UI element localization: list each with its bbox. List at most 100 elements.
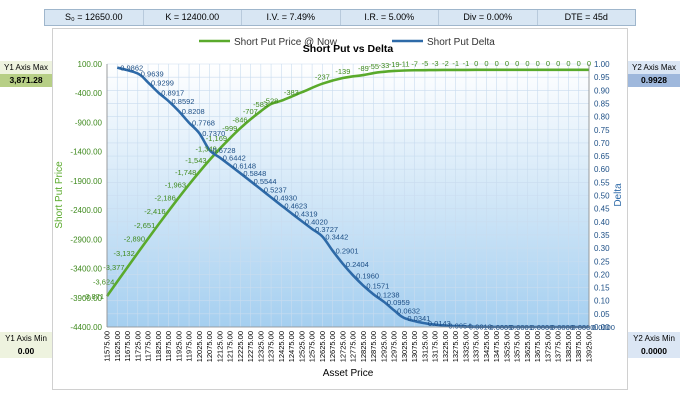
legend-price-label: Short Put Price @ Now bbox=[234, 37, 338, 48]
price-data-label: -1,748 bbox=[175, 168, 196, 177]
y2-tick-label: 0.05 bbox=[594, 310, 610, 319]
delta-data-label: 0.0632 bbox=[397, 306, 420, 315]
delta-data-label: 0.4319 bbox=[295, 209, 318, 218]
y2-tick-label: 0.15 bbox=[594, 284, 610, 293]
delta-data-label: 0.3727 bbox=[315, 225, 338, 234]
x-tick-label: 12575.00 bbox=[308, 331, 317, 362]
price-data-label: 0 bbox=[495, 59, 499, 68]
x-tick-label: 12925.00 bbox=[379, 331, 388, 362]
x-tick-label: 12075.00 bbox=[205, 331, 214, 362]
price-data-label: -2,416 bbox=[144, 207, 165, 216]
price-data-label: 0 bbox=[556, 59, 560, 68]
y1-tick-label: -400.00 bbox=[75, 89, 103, 98]
delta-data-label: 0.0000 bbox=[530, 323, 553, 332]
y1-tick-label: -1400.00 bbox=[70, 148, 102, 157]
x-tick-label: 13325.00 bbox=[461, 331, 470, 362]
price-data-label: 0 bbox=[587, 59, 591, 68]
y2-tick-label: 0.50 bbox=[594, 192, 610, 201]
delta-data-label: 0.9299 bbox=[151, 78, 174, 87]
y2-axis-title: Delta bbox=[613, 183, 624, 207]
y1-axis-min-value[interactable]: 0.00 bbox=[0, 345, 52, 358]
price-data-label: 0 bbox=[505, 59, 509, 68]
delta-data-label: 0.2404 bbox=[346, 260, 369, 269]
x-tick-label: 12175.00 bbox=[226, 331, 235, 362]
x-tick-label: 11975.00 bbox=[185, 331, 194, 362]
price-data-label: 0 bbox=[536, 59, 540, 68]
delta-data-label: 0.0000 bbox=[592, 323, 615, 332]
x-tick-label: 11725.00 bbox=[133, 331, 142, 362]
x-tick-label: 13925.00 bbox=[585, 331, 594, 362]
y2-tick-label: 0.85 bbox=[594, 99, 610, 108]
y2-axis-max-value[interactable]: 0.9928 bbox=[628, 74, 680, 87]
x-tick-label: 12725.00 bbox=[338, 331, 347, 362]
x-tick-label: 12275.00 bbox=[246, 331, 255, 362]
y2-tick-label: 0.65 bbox=[594, 152, 610, 161]
y2-tick-label: 0.95 bbox=[594, 73, 610, 82]
y1-tick-label: -2400.00 bbox=[70, 206, 102, 215]
price-data-label: -237 bbox=[315, 73, 330, 82]
short-put-chart: -3,871 -3,624 -3,377 -3,132 -2,890 -2,651 -2,4… bbox=[54, 37, 624, 379]
y2-axis-max-label: Y2 Axis Max bbox=[628, 61, 680, 74]
x-tick-label: 13025.00 bbox=[400, 331, 409, 362]
y1-axis-max-label: Y1 Axis Max bbox=[0, 61, 52, 74]
grid bbox=[106, 63, 590, 328]
price-data-label: -3,624 bbox=[93, 278, 114, 287]
y2-tick-label: 0.60 bbox=[594, 165, 610, 174]
x-tick-label: 12325.00 bbox=[256, 331, 265, 362]
x-tick-label: 13575.00 bbox=[513, 331, 522, 362]
delta-data-label: 0.0000 bbox=[551, 323, 574, 332]
y2-tick-label: 0.70 bbox=[594, 139, 610, 148]
delta-data-label: 0.2901 bbox=[336, 247, 359, 256]
y1-axis-min-label: Y1 Axis Min bbox=[0, 332, 52, 345]
price-data-label: 0 bbox=[546, 59, 550, 68]
x-tick-label: 13375.00 bbox=[472, 331, 481, 362]
x-tick-label: 13175.00 bbox=[431, 331, 440, 362]
x-tick-label: 12375.00 bbox=[267, 331, 276, 362]
series-line-short-put-price bbox=[105, 68, 589, 297]
delta-data-label: 0.3442 bbox=[325, 232, 348, 241]
x-tick-label: 13775.00 bbox=[554, 331, 563, 362]
price-data-label: -7 bbox=[411, 59, 418, 68]
price-data-label: -3,132 bbox=[113, 249, 134, 258]
x-tick-label: 12225.00 bbox=[236, 331, 245, 362]
x-tick-label: 13875.00 bbox=[574, 331, 583, 362]
param-spot: S₀ = 12650.00 bbox=[45, 10, 144, 25]
price-data-label: -583 bbox=[253, 100, 268, 109]
x-tick-label: 13675.00 bbox=[533, 331, 542, 362]
legend: Short Put Price @ Now Short Put Delta bbox=[199, 37, 495, 48]
y2-tick-label: 0.35 bbox=[594, 231, 610, 240]
price-data-label: -33 bbox=[378, 61, 389, 70]
y2-tick-label: 0.75 bbox=[594, 126, 610, 135]
x-tick-label: 12825.00 bbox=[359, 331, 368, 362]
y2-tick-label: 0.80 bbox=[594, 113, 610, 122]
delta-data-label: 0.0341 bbox=[407, 314, 430, 323]
y2-tick-label: 0.30 bbox=[594, 244, 610, 253]
chart-title: Short Put vs Delta bbox=[303, 43, 394, 55]
delta-data-label: 0.0959 bbox=[387, 298, 410, 307]
price-data-label: 0 bbox=[484, 59, 488, 68]
delta-data-label: 0.8917 bbox=[161, 88, 184, 97]
delta-data-label: 0.9862 bbox=[120, 64, 143, 73]
y2-axis-min-value[interactable]: 0.0000 bbox=[628, 345, 680, 358]
x-tick-label: 13075.00 bbox=[410, 331, 419, 362]
delta-data-label: 0.0000 bbox=[571, 323, 594, 332]
y1-tick-label: -3900.00 bbox=[70, 294, 102, 303]
delta-data-label: 0.1960 bbox=[356, 271, 379, 280]
price-data-label: 0 bbox=[577, 59, 581, 68]
y2-tick-label: 0.55 bbox=[594, 178, 610, 187]
x-tick-label: 13125.00 bbox=[420, 331, 429, 362]
x-tick-label: 12775.00 bbox=[349, 331, 358, 362]
y1-axis-max-value[interactable]: 3,871.28 bbox=[0, 74, 52, 87]
y1-axis-min-box: Y1 Axis Min 0.00 bbox=[0, 332, 52, 358]
price-data-label: -2,186 bbox=[155, 194, 176, 203]
x-tick-label: 12525.00 bbox=[297, 331, 306, 362]
delta-data-label: 0.6442 bbox=[223, 154, 246, 163]
x-tick-label: 12625.00 bbox=[318, 331, 327, 362]
price-data-label: -999 bbox=[222, 124, 237, 133]
y1-axis-title: Short Put Price bbox=[54, 161, 65, 229]
price-data-label: -1 bbox=[452, 59, 459, 68]
x-tick-label: 11775.00 bbox=[144, 331, 153, 362]
y2-tick-label: 0.20 bbox=[594, 270, 610, 279]
price-data-label: -11 bbox=[399, 59, 409, 68]
x-tick-label: 13625.00 bbox=[523, 331, 532, 362]
